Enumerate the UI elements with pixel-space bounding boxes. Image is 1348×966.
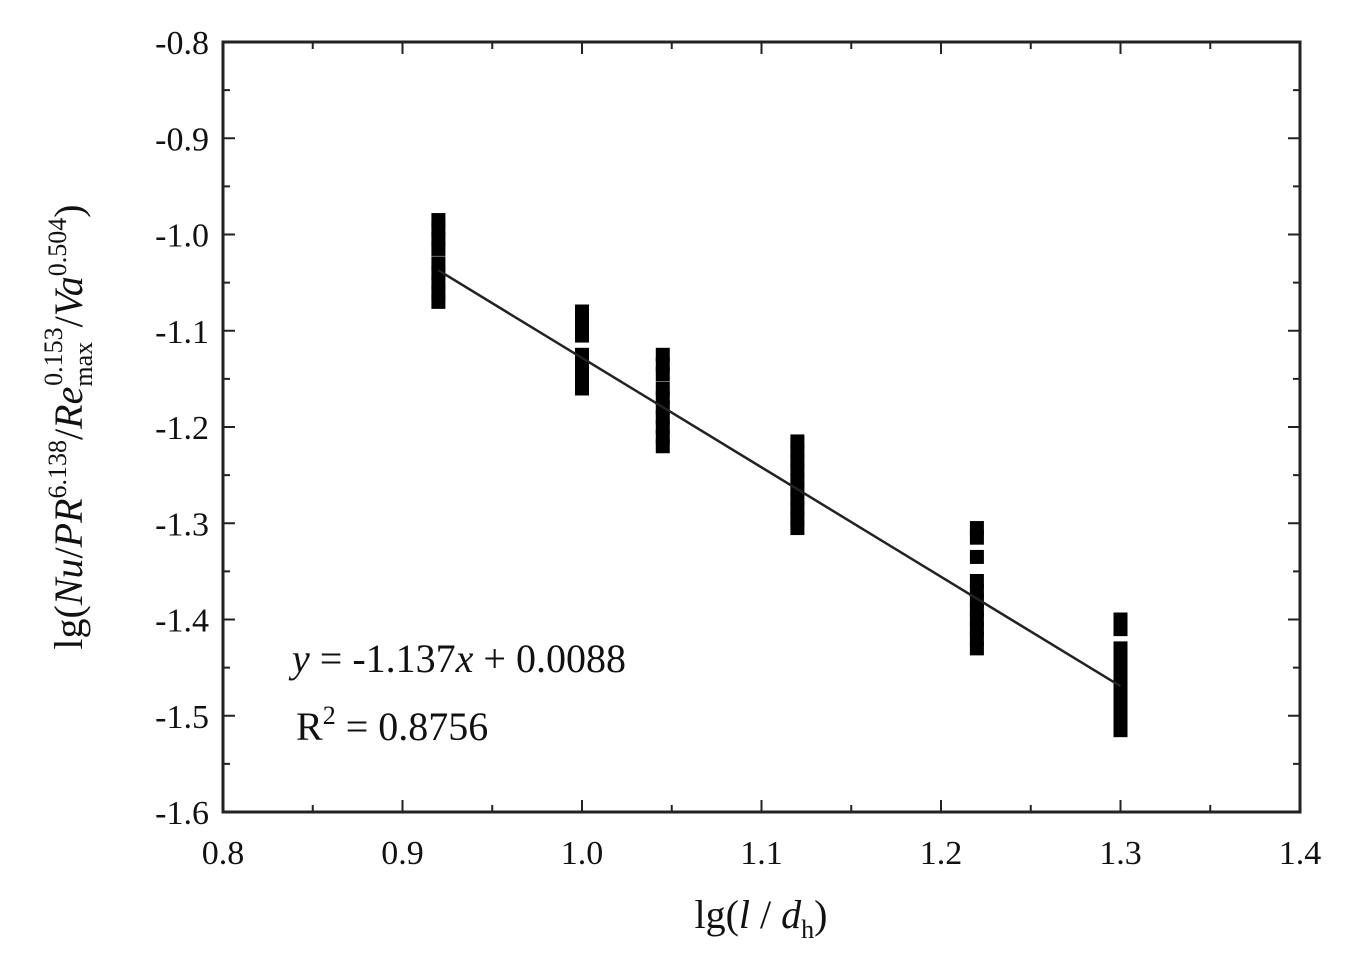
data-point (431, 241, 446, 256)
data-point (655, 367, 670, 382)
x-tick-labels: 0.8 0.9 1.0 1.1 1.2 1.3 1.4 (202, 835, 1322, 872)
data-point (655, 439, 670, 454)
data-point (575, 328, 589, 343)
y-tick-labels: -0.8 -0.9 -1.0 -1.1 -1.2 -1.3 -1.4 -1.5 -1.6 (155, 25, 209, 832)
eq-tail: + 0.0088 (473, 636, 626, 681)
r2-tail: = 0.8756 (336, 704, 489, 749)
data-point (969, 549, 984, 564)
ylabel-pr: PR (46, 498, 91, 548)
y-tick-label: -1.5 (155, 699, 209, 736)
xlabel-l: l (739, 892, 750, 937)
x-tick-label: 1.4 (1279, 835, 1322, 872)
equation-annotation: y = -1.137x + 0.0088 (288, 636, 626, 681)
ylabel-nu: Nu (46, 558, 91, 606)
y-tick-label: -0.9 (155, 121, 209, 158)
ylabel-sup1: 6.138 (43, 440, 72, 499)
data-point (431, 294, 446, 309)
r2-base: R (296, 704, 323, 749)
ylabel-sup2: 0.153 (39, 327, 68, 386)
xlabel-prefix: lg( (694, 892, 738, 937)
y-tick-label: -1.1 (155, 314, 209, 351)
x-tick-label: 0.9 (381, 835, 424, 872)
x-tick-label: 1.2 (920, 835, 963, 872)
ylabel-va: Va (46, 276, 91, 316)
ylabel-sup3: 0.504 (43, 218, 72, 277)
ylabel-p3: / (46, 428, 91, 440)
r2-sup: 2 (323, 701, 336, 730)
ylabel-p1: lg( (46, 605, 91, 649)
data-point (969, 641, 984, 656)
y-tick-label: -1.2 (155, 410, 209, 447)
ylabel-sub: max (69, 342, 98, 387)
eq-x: x (455, 636, 474, 681)
x-axis-title: lg(l / dh) (694, 892, 827, 944)
y-axis-title: lg(Nu/PR6.138/Remax0.153/Va0.504) (39, 204, 98, 649)
y-tick-label: -1.4 (155, 603, 209, 640)
y-tick-label: -1.3 (155, 506, 209, 543)
data-points (431, 213, 1128, 738)
xlabel-sub: h (801, 915, 814, 944)
y-tick-label: -0.8 (155, 25, 209, 62)
y-tick-label: -1.6 (155, 795, 209, 832)
xlabel-suffix: ) (814, 892, 827, 937)
data-point (575, 381, 589, 396)
fit-line (437, 269, 1122, 688)
eq-rest: = -1.137 (310, 636, 456, 681)
data-point (790, 521, 805, 536)
eq-y: y (288, 636, 310, 681)
xlabel-d: d (781, 892, 802, 937)
x-tick-label: 0.8 (202, 835, 245, 872)
ylabel-p4: / (46, 315, 91, 327)
data-point (1113, 622, 1128, 637)
plot-frame (221, 40, 1302, 814)
x-tick-label: 1.0 (561, 835, 604, 872)
ylabel-p5: ) (46, 204, 91, 217)
axis-ticks (222, 41, 1301, 813)
xlabel-slash: / (750, 892, 781, 937)
data-point (1113, 723, 1128, 738)
data-point (969, 530, 984, 545)
r-squared-annotation: R2 = 0.8756 (296, 701, 488, 749)
x-tick-label: 1.1 (740, 835, 783, 872)
y-tick-label: -1.0 (155, 218, 209, 255)
ylabel-p2: / (46, 546, 91, 558)
x-tick-label: 1.3 (1099, 835, 1142, 872)
ylabel-re: Re (46, 387, 91, 430)
